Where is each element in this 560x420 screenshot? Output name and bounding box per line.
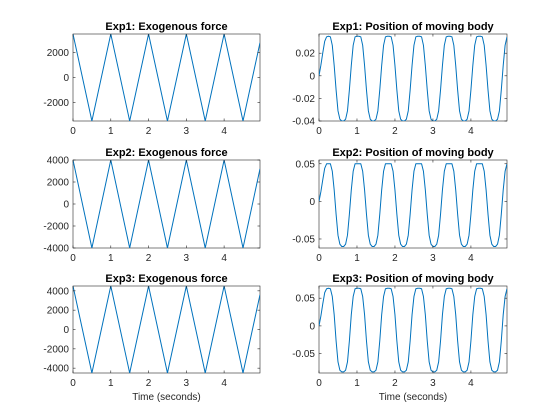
chart-5-ytick-label: 0 bbox=[63, 325, 69, 336]
chart-6-xtick-label: 0 bbox=[316, 378, 322, 389]
chart-2-xtick-label: 3 bbox=[430, 126, 436, 137]
chart-3-xtick-label: 2 bbox=[146, 253, 152, 264]
chart-5-xtick-label: 1 bbox=[108, 378, 114, 389]
chart-4-xtick-label: 0 bbox=[316, 253, 322, 264]
chart-1-xtick-label: 1 bbox=[108, 126, 114, 137]
chart-6-axes: 0 1 2 3 4 -0.05 0 0.05 Exp3: Position of moving … bbox=[292, 273, 508, 403]
chart-5-plot-area bbox=[72, 285, 261, 374]
chart-4-xtick-label: 1 bbox=[354, 253, 360, 264]
chart-2-ytick-label: -0.04 bbox=[292, 117, 315, 128]
chart-4-xtick-label: 2 bbox=[392, 253, 398, 264]
chart-1-axes: 0 1 2 3 4 -2000 0 2000 Exp1: Exogenous force bbox=[43, 21, 261, 137]
chart-2-ytick-label: 0 bbox=[309, 71, 315, 82]
chart-3-title: Exp2: Exogenous force bbox=[105, 147, 227, 159]
chart-1-xtick-label: 0 bbox=[70, 126, 76, 137]
chart-3-xtick-label: 0 bbox=[70, 253, 76, 264]
chart-4-title: Exp2: Position of moving body bbox=[332, 147, 494, 159]
chart-6-xtick-label: 1 bbox=[354, 378, 360, 389]
chart-5-ytick-label: 4000 bbox=[47, 286, 70, 297]
chart-5-ytick-label: 2000 bbox=[47, 306, 70, 317]
chart-6-xtick-label: 2 bbox=[392, 378, 398, 389]
chart-4-ytick-label: 0 bbox=[309, 197, 315, 208]
chart-2-xtick-label: 0 bbox=[316, 126, 322, 137]
chart-3-xtick-label: 4 bbox=[221, 253, 227, 264]
chart-3-axes: 0 1 2 3 4 -4000 -2000 0 2000 4000 Exp2: Exogenous … bbox=[43, 147, 261, 264]
chart-2-title: Exp1: Position of moving body bbox=[332, 21, 494, 33]
chart-3-ytick-label: 4000 bbox=[47, 156, 70, 167]
chart-6-ytick-label: 0.05 bbox=[296, 294, 316, 305]
chart-4-ytick-label: -0.05 bbox=[292, 234, 315, 245]
chart-5-ytick-label: -2000 bbox=[43, 344, 69, 355]
chart-1-xtick-label: 4 bbox=[221, 126, 227, 137]
chart-5-xtick-label: 2 bbox=[146, 378, 152, 389]
chart-2-xtick-label: 1 bbox=[354, 126, 360, 137]
chart-3-ytick-label: 2000 bbox=[47, 178, 70, 189]
chart-3-ytick-label: -4000 bbox=[43, 244, 69, 255]
chart-6-series-line bbox=[319, 287, 507, 373]
chart-5-axes: 0 1 2 3 4 -4000 -2000 0 2000 4000 Exp3: Exogenous … bbox=[43, 273, 261, 403]
chart-5-series-line bbox=[73, 286, 260, 373]
chart-3-ytick-label: 0 bbox=[63, 200, 69, 211]
chart-1-ytick-label: -2000 bbox=[43, 98, 69, 109]
chart-3-xtick-label: 3 bbox=[184, 253, 190, 264]
chart-2-series-line bbox=[319, 35, 507, 121]
chart-5-xtick-label: 0 bbox=[70, 378, 76, 389]
chart-1-ytick-label: 0 bbox=[63, 73, 69, 84]
chart-2-xtick-label: 4 bbox=[468, 126, 474, 137]
chart-5-title: Exp3: Exogenous force bbox=[105, 273, 227, 285]
chart-1-plot-area bbox=[72, 33, 261, 122]
chart-6-xtick-label: 4 bbox=[468, 378, 474, 389]
chart-5-xlabel: Time (seconds) bbox=[132, 392, 201, 403]
chart-1-xtick-label: 3 bbox=[184, 126, 190, 137]
chart-1-series-line bbox=[73, 34, 260, 121]
chart-6-ytick-label: -0.05 bbox=[292, 349, 315, 360]
chart-3-plot-area bbox=[72, 159, 261, 249]
chart-4-xtick-label: 4 bbox=[468, 253, 474, 264]
chart-1-title: Exp1: Exogenous force bbox=[105, 21, 227, 33]
chart-5-ytick-label: -4000 bbox=[43, 364, 69, 375]
chart-4-series-line bbox=[319, 163, 507, 247]
chart-3-series-line bbox=[73, 160, 260, 248]
chart-1-ytick-label: 2000 bbox=[47, 48, 70, 59]
chart-5-xtick-label: 4 bbox=[221, 378, 227, 389]
chart-5-xtick-label: 3 bbox=[184, 378, 190, 389]
chart-3-xtick-label: 1 bbox=[108, 253, 114, 264]
chart-2-ytick-label: -0.02 bbox=[292, 94, 315, 105]
chart-1-xtick-label: 2 bbox=[146, 126, 152, 137]
chart-3-ytick-label: -2000 bbox=[43, 222, 69, 233]
chart-6-xtick-label: 3 bbox=[430, 378, 436, 389]
chart-4-xtick-label: 3 bbox=[430, 253, 436, 264]
chart-4-ytick-label: 0.05 bbox=[296, 159, 316, 170]
chart-2-plot-area bbox=[318, 33, 508, 122]
chart-2-axes: 0 1 2 3 4 -0.04 -0.02 0 0.02 Exp1: Position of mo… bbox=[292, 21, 508, 137]
chart-2-xtick-label: 2 bbox=[392, 126, 398, 137]
chart-6-xlabel: Time (seconds) bbox=[379, 392, 448, 403]
chart-6-ytick-label: 0 bbox=[309, 321, 315, 332]
chart-6-title: Exp3: Position of moving body bbox=[332, 273, 494, 285]
chart-2-ytick-label: 0.02 bbox=[296, 49, 316, 60]
